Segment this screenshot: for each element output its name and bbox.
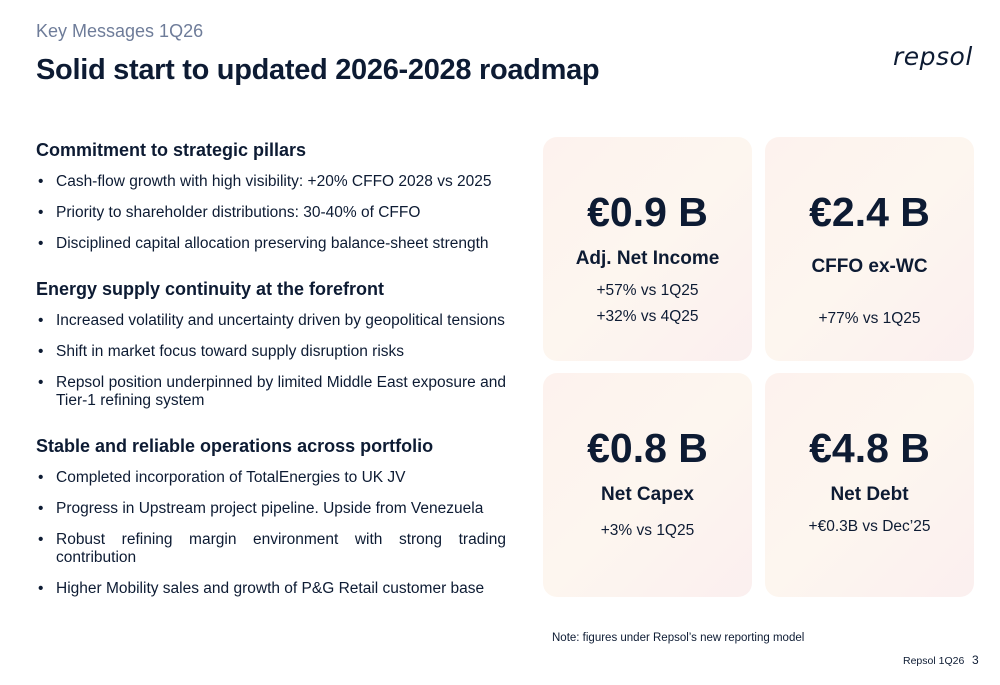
bullet-item: Progress in Upstream project pipeline. U… [36,500,506,518]
page-number: 3 [972,653,979,667]
section-heading: Commitment to strategic pillars [36,140,307,160]
kpi-card-net-debt: €4.8 B Net Debt +€0.3B vs Dec’25 [765,373,974,597]
bullet-item: Robust refining margin environment with … [36,531,506,567]
kpi-card-cffo: €2.4 B CFFO ex-WC +77% vs 1Q25 [765,137,974,361]
bullet-item: Completed incorporation of TotalEnergies… [36,469,506,487]
kpi-label: Net Debt [830,484,909,505]
footer-label: Repsol 1Q26 [903,655,965,667]
kpi-label: Adj. Net Income [575,248,720,269]
bullet-item: Priority to shareholder distributions: 3… [36,204,506,222]
page-title: Solid start to updated 2026-2028 roadmap [36,54,600,86]
footnote: Note: figures under Repsol’s new reporti… [552,632,805,644]
bullet-item: Disciplined capital allocation preservin… [36,235,506,253]
kpi-value: €0.8 B [587,425,708,471]
kpi-card-adj-net-income: €0.9 B Adj. Net Income +57% vs 1Q25 +32%… [543,137,752,361]
section-operations: Stable and reliable operations across po… [36,436,506,598]
kpi-change: +32% vs 4Q25 [596,308,699,325]
kpi-card-net-capex: €0.8 B Net Capex +3% vs 1Q25 [543,373,752,597]
bullet-item: Higher Mobility sales and growth of P&G … [36,580,506,598]
kpi-label: CFFO ex-WC [811,256,928,277]
key-messages: Commitment to strategic pillars Cash-flo… [36,140,506,624]
kpi-label: Net Capex [601,484,694,505]
bullet-item: Cash-flow growth with high visibility: +… [36,173,506,191]
kpi-value: €4.8 B [809,425,930,471]
bullet-item: Repsol position underpinned by limited M… [36,374,506,410]
kpi-change: +€0.3B vs Dec’25 [808,518,931,535]
kpi-value: €0.9 B [587,189,708,235]
section-strategic-pillars: Commitment to strategic pillars Cash-flo… [36,140,506,253]
section-energy-supply: Energy supply continuity at the forefron… [36,279,506,410]
kpi-change: +77% vs 1Q25 [818,310,921,327]
kpi-change: +57% vs 1Q25 [596,282,699,299]
repsol-logo: repsol [893,42,973,71]
section-label: Key Messages 1Q26 [36,21,204,41]
kpi-value: €2.4 B [809,189,930,235]
section-heading: Stable and reliable operations across po… [36,436,434,456]
bullet-item: Shift in market focus toward supply disr… [36,343,506,361]
section-heading: Energy supply continuity at the forefron… [36,279,385,299]
kpi-change: +3% vs 1Q25 [600,522,695,539]
bullet-item: Increased volatility and uncertainty dri… [36,312,506,330]
